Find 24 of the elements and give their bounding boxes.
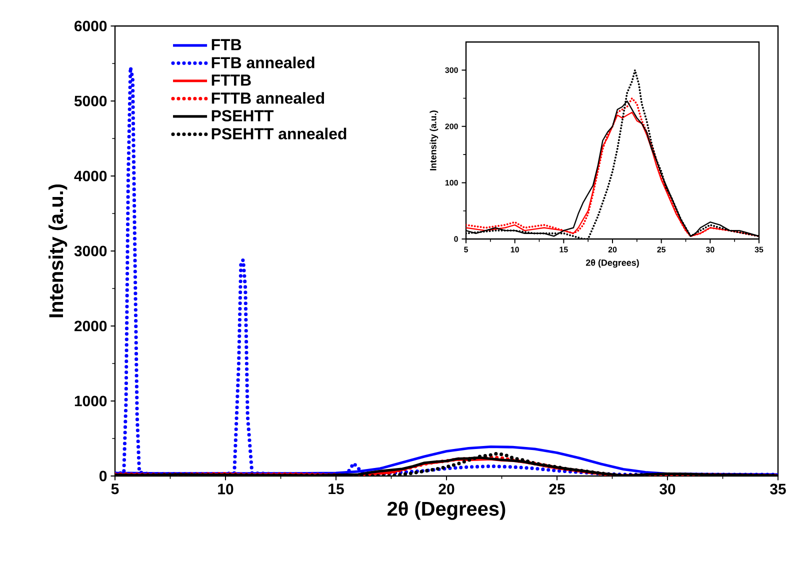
y-tick-label: 5000 — [74, 96, 107, 106]
x-tick-label: 5 — [111, 484, 119, 494]
y-tick-label: 2000 — [74, 320, 107, 332]
x-axis-title: 2θ (Degrees) — [388, 501, 506, 520]
legend-label: PSEHTT annealed — [212, 128, 346, 140]
y-tick-label: 4000 — [74, 170, 107, 182]
legend-label: FTTB annealed — [212, 92, 324, 104]
x-tick-label: 20 — [438, 484, 454, 494]
legend-label: FTTB — [212, 74, 251, 86]
x-tick-label: 10 — [218, 484, 234, 494]
legend-label: FTB — [212, 39, 242, 50]
y-tick-label: 0 — [100, 470, 107, 482]
y-axis-title: Intensity (a.u.) — [430, 110, 438, 170]
y-tick-label: 3000 — [74, 246, 107, 256]
x-tick-label: 15 — [328, 484, 344, 494]
x-tick-label: 25 — [549, 484, 565, 494]
legend-label: FTB annealed — [212, 56, 314, 68]
x-axis-title: 2θ (Degrees) — [586, 259, 639, 268]
y-tick-label: 1000 — [74, 396, 107, 406]
y-axis-title: Intensity (a.u.) — [48, 184, 68, 318]
x-tick-label: 30 — [660, 484, 676, 494]
y-tick-label: 6000 — [74, 20, 107, 32]
x-tick-label: 35 — [770, 484, 786, 494]
legend-label: PSEHTT — [212, 110, 274, 122]
